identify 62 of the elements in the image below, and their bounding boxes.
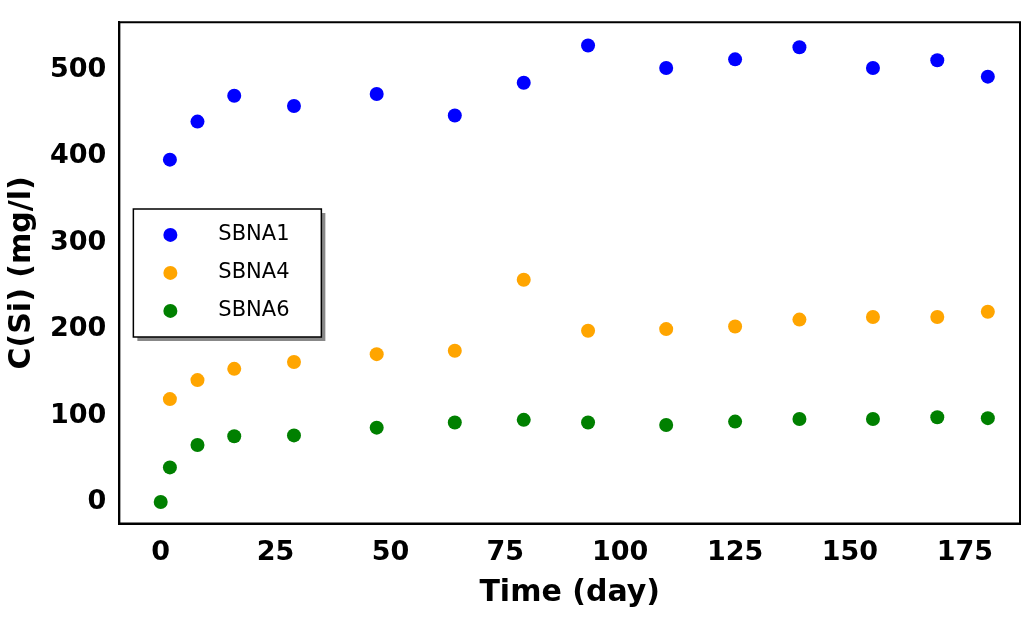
point [227, 429, 242, 444]
x-tick-label: 0 [151, 534, 171, 566]
point [447, 343, 462, 358]
point [930, 53, 945, 68]
point [162, 392, 177, 407]
point [516, 272, 531, 287]
x-tick-label: 25 [256, 534, 295, 566]
x-tick-label: 100 [592, 534, 649, 566]
point [190, 373, 205, 388]
legend-label: SBNA6 [218, 297, 290, 322]
point [659, 418, 674, 433]
y-tick-label: 300 [49, 224, 107, 256]
point [659, 61, 674, 76]
legend-label: SBNA1 [218, 221, 290, 246]
point [227, 361, 242, 376]
point [286, 99, 301, 114]
point [153, 494, 168, 509]
point [447, 415, 462, 430]
legend-label: SBNA4 [218, 259, 290, 284]
x-tick-label: 50 [371, 534, 410, 566]
point [728, 319, 743, 334]
point [581, 415, 596, 430]
point [447, 108, 462, 123]
point [190, 114, 205, 129]
point [581, 323, 596, 338]
y-tick-label: 0 [87, 484, 107, 515]
x-tick-label: 175 [936, 534, 994, 566]
point [286, 354, 301, 369]
point [792, 40, 807, 55]
point [930, 410, 945, 425]
point [930, 309, 945, 324]
point [190, 437, 205, 452]
point [659, 322, 674, 337]
point [162, 152, 177, 167]
point [369, 420, 384, 435]
point [980, 69, 995, 84]
y-tick-label: 500 [49, 51, 107, 83]
point [980, 304, 995, 319]
point [865, 412, 880, 426]
x-tick-label: 125 [706, 534, 764, 566]
point [865, 61, 880, 76]
y-tick-label: 100 [49, 397, 107, 429]
y-tick-label: 400 [49, 138, 107, 170]
x-tick-label: 150 [821, 534, 879, 566]
y-axis-title: C(Si) (mg/l) [1, 176, 37, 370]
point [369, 347, 384, 362]
x-axis-title: Time (day) [479, 572, 660, 608]
point [728, 414, 743, 429]
point [227, 88, 242, 103]
point [792, 412, 807, 426]
point [162, 460, 177, 475]
point [865, 309, 880, 324]
point [369, 86, 384, 101]
point [728, 52, 743, 67]
x-tick-label: 75 [486, 534, 525, 566]
y-tick-label: 200 [49, 311, 107, 343]
point [516, 412, 531, 427]
point [286, 428, 301, 443]
point [792, 312, 807, 327]
point [581, 38, 596, 53]
point [980, 411, 995, 426]
point [516, 75, 531, 90]
